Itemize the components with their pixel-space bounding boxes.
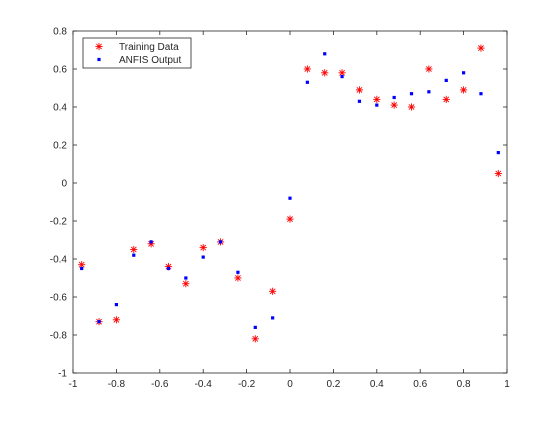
point-anfis-output [236, 270, 240, 274]
point-anfis-output [97, 320, 101, 324]
point-training-data [251, 335, 259, 343]
data-marks [78, 44, 502, 343]
x-tick-label: -0.8 [108, 379, 126, 390]
y-tick-label: -0.6 [50, 293, 68, 304]
x-tick-label: 0 [287, 379, 293, 390]
point-anfis-output [375, 103, 379, 107]
point-anfis-output [392, 95, 396, 100]
point-training-data [390, 101, 398, 109]
point-anfis-output [80, 266, 84, 271]
point-anfis-output [132, 253, 136, 257]
point-anfis-output [218, 240, 223, 244]
point-anfis-output [114, 303, 118, 307]
point-training-data [199, 244, 207, 252]
x-tick-label: 0.4 [370, 379, 384, 390]
point-training-data [112, 316, 120, 324]
point-anfis-output [201, 255, 205, 259]
point-training-data [269, 287, 277, 295]
point-training-data [407, 103, 416, 111]
x-tick-label: -0.4 [195, 379, 213, 390]
legend-marker-anfis-output [97, 57, 101, 62]
x-tick-label: 0.6 [413, 379, 427, 390]
point-training-data [425, 65, 433, 73]
point-anfis-output [288, 196, 292, 200]
x-axis: -1 -0.8 -0.6 -0.4 -0.2 0 0.2 0.4 0.6 0.8 1 [69, 31, 510, 390]
y-tick-label: 0.4 [53, 103, 67, 114]
point-training-data [494, 169, 502, 178]
legend-marker-training-data [95, 42, 103, 51]
point-training-data [164, 263, 173, 271]
y-tick-label: -0.8 [50, 331, 68, 342]
legend-box [82, 37, 192, 69]
point-training-data [477, 44, 485, 52]
y-tick-label: 0.6 [53, 65, 67, 76]
point-anfis-output [305, 80, 309, 84]
point-anfis-output [184, 276, 188, 280]
point-training-data [321, 69, 329, 77]
legend-asterisk-marker [95, 42, 103, 51]
point-training-data [286, 215, 294, 223]
point-training-data [303, 65, 311, 73]
point-training-data [182, 280, 190, 288]
point-anfis-output [479, 92, 483, 96]
point-training-data [130, 245, 138, 254]
point-anfis-output [271, 316, 275, 320]
y-tick-label: 0.8 [53, 27, 67, 38]
point-anfis-output [340, 75, 344, 79]
y-tick-label: 0 [61, 179, 67, 190]
y-tick-label: -1 [58, 369, 67, 380]
x-tick-label: 0.8 [457, 379, 471, 390]
legend-dot-marker [97, 57, 101, 62]
point-anfis-output [166, 266, 171, 271]
y-tick-label: -0.2 [50, 217, 68, 228]
point-training-data [78, 261, 86, 269]
legend: Training Data ANFIS Output [82, 37, 192, 69]
point-anfis-output [323, 52, 327, 56]
plot-area [72, 30, 508, 374]
point-training-data [460, 86, 468, 94]
point-anfis-output [409, 92, 414, 96]
x-tick-label: 0.2 [326, 379, 340, 390]
point-training-data [234, 274, 242, 282]
y-tick-label: -0.4 [50, 255, 68, 266]
y-axis: -1 -0.8 -0.6 -0.4 -0.2 0 0.2 0.4 0.6 0.8 [50, 27, 507, 380]
point-anfis-output [427, 90, 431, 94]
point-anfis-output [357, 99, 362, 103]
point-anfis-output [496, 151, 500, 155]
legend-label-anfis-output: ANFIS Output [119, 55, 181, 66]
x-tick-label: 1 [504, 379, 510, 390]
point-training-data [355, 86, 364, 94]
x-tick-label: -0.2 [238, 379, 256, 390]
point-anfis-output [253, 325, 257, 329]
x-tick-label: -1 [69, 379, 78, 390]
y-tick-label: 0.2 [53, 141, 67, 152]
point-anfis-output [462, 71, 466, 75]
point-training-data [373, 95, 381, 103]
legend-label-training-data: Training Data [119, 42, 179, 53]
point-anfis-output [149, 240, 153, 244]
x-tick-label: -0.6 [151, 379, 169, 390]
point-anfis-output [444, 78, 448, 82]
point-training-data [442, 95, 450, 103]
